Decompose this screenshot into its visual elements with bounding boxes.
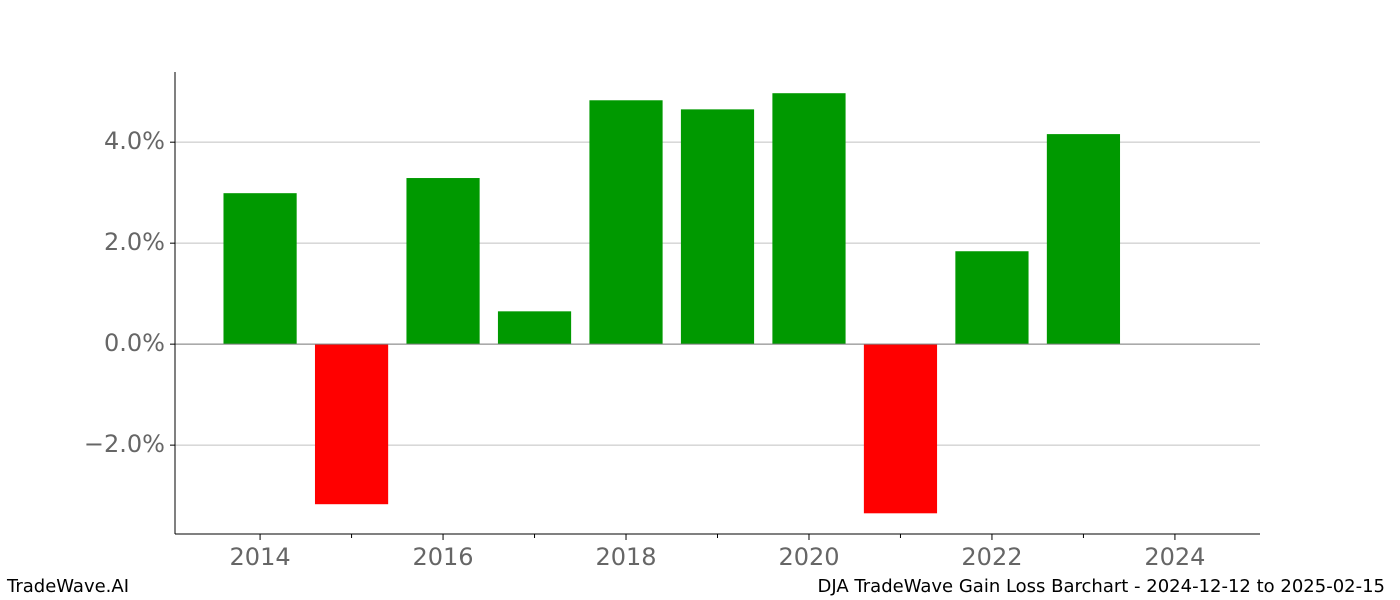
x-tick-label: 2018: [595, 543, 656, 571]
bar: [406, 178, 480, 345]
footer-left: TradeWave.AI: [6, 576, 129, 597]
x-tick-label: 2014: [230, 543, 291, 571]
y-tick-label: 0.0%: [104, 329, 165, 357]
y-tick-label: −2.0%: [84, 430, 165, 458]
bar: [1046, 134, 1121, 345]
bar: [497, 311, 572, 345]
bar: [863, 344, 938, 514]
bar: [314, 344, 389, 505]
x-tick-label: 2016: [413, 543, 474, 571]
bar: [589, 100, 663, 345]
y-tick-label: 4.0%: [104, 127, 165, 155]
x-tick-label: 2020: [778, 543, 839, 571]
y-tick-label: 2.0%: [104, 228, 165, 256]
x-tick-label: 2024: [1144, 543, 1205, 571]
x-tick-label: 2022: [961, 543, 1022, 571]
footer-right: DJA TradeWave Gain Loss Barchart - 2024-…: [818, 576, 1385, 597]
bar: [772, 93, 846, 345]
bar: [680, 109, 755, 345]
bar: [223, 193, 297, 345]
bar: [955, 251, 1029, 345]
